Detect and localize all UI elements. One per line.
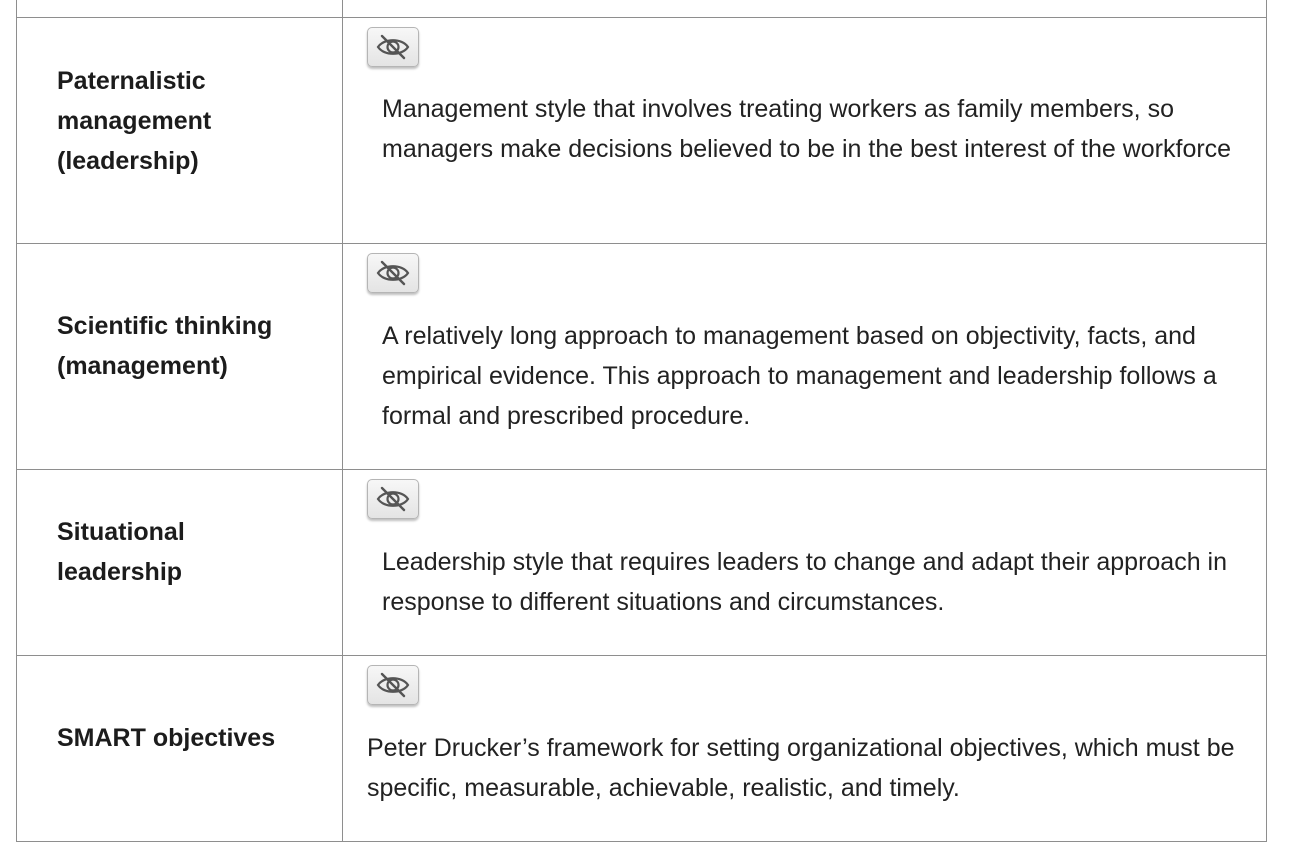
toggle-visibility-button[interactable] (367, 665, 419, 705)
table-row: Paternalistic management (leadership) Ma… (16, 17, 1267, 244)
definition-text: Leadership style that requires leaders t… (382, 548, 1228, 616)
term-label: Situational leadership (57, 518, 185, 586)
definition-cell: Peter Drucker’s framework for setting or… (342, 655, 1267, 842)
term-cell: Scientific thinking (management) (16, 243, 343, 470)
toggle-visibility-button[interactable] (367, 27, 419, 67)
definition-cell: A relatively long approach to management… (342, 243, 1267, 470)
definition-cell (342, 0, 1267, 18)
definition-cell: Leadership style that requires leaders t… (342, 469, 1267, 656)
eye-slash-icon (376, 260, 410, 286)
term-cell: Paternalistic management (leadership) (16, 17, 343, 244)
definition-cell: Management style that involves treating … (342, 17, 1267, 244)
table-row-partial (16, 0, 1267, 18)
eye-slash-icon (376, 486, 410, 512)
term-label: Scientific thinking (management) (57, 312, 273, 380)
definition-text: A relatively long approach to management… (382, 322, 1217, 430)
toggle-visibility-button[interactable] (367, 253, 419, 293)
eye-slash-icon (376, 34, 410, 60)
glossary-table: Paternalistic management (leadership) Ma… (16, 0, 1267, 842)
table-row: Situational leadership Leadership style … (16, 469, 1267, 656)
eye-slash-icon (376, 672, 410, 698)
term-label: Paternalistic management (leadership) (57, 67, 212, 175)
term-label: SMART objectives (57, 724, 276, 752)
term-cell (16, 0, 343, 18)
table-row: Scientific thinking (management) A relat… (16, 243, 1267, 470)
table-row: SMART objectives Peter Drucker’s framewo… (16, 655, 1267, 842)
term-cell: Situational leadership (16, 469, 343, 656)
definition-text: Management style that involves treating … (382, 95, 1232, 163)
toggle-visibility-button[interactable] (367, 479, 419, 519)
term-cell: SMART objectives (16, 655, 343, 842)
definition-text: Peter Drucker’s framework for setting or… (367, 734, 1235, 802)
